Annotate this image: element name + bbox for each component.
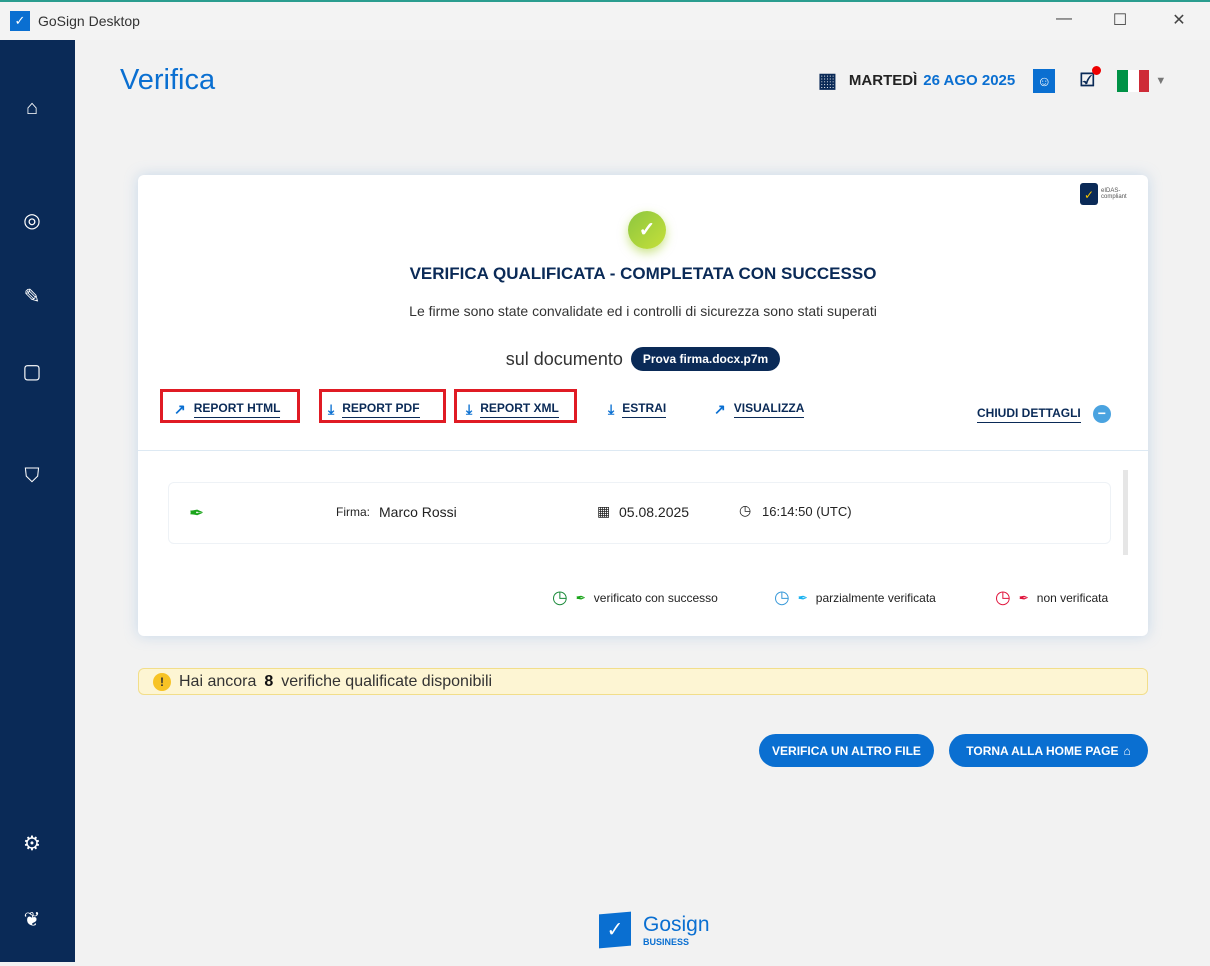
signature-status-icon: ✒ (189, 503, 205, 523)
result-subline: Le firme sono state convalidate ed i con… (409, 303, 877, 319)
collapse-icon: − (1092, 405, 1111, 423)
app-logo-icon: ✓ (10, 11, 30, 31)
tasks-icon[interactable]: ☑ (1079, 66, 1102, 91)
close-button[interactable]: ✕ (1172, 12, 1186, 29)
page-title: Verifica (120, 64, 216, 96)
verification-card: ✓ eIDAS-compliant ✓ VERIFICA QUALIFICATA… (138, 175, 1148, 636)
highlight-box (454, 389, 577, 423)
document-row: sul documento Prova firma.docx.p7m (138, 347, 1148, 371)
logo-check-icon: ✓ (599, 911, 631, 949)
title-bar: ✓ GoSign Desktop — ☐ ✕ (0, 0, 1210, 40)
chiudi-dettagli-link[interactable]: CHIUDI DETTAGLI − (977, 405, 1111, 423)
legend-failed: ◷ ✒ non verificata (995, 587, 1109, 607)
gosign-logo: ✓ Gosign BUSINESS (599, 911, 710, 949)
remaining-verifications-banner: ! Hai ancora 8 verifiche qualificate dis… (138, 668, 1148, 695)
document-name-badge: Prova firma.docx.p7m (630, 347, 781, 371)
leaf-icon[interactable]: ❦ (23, 909, 41, 931)
visualizza-link[interactable]: ↗ VISUALIZZA (714, 401, 805, 418)
pen-icon: ✒ (575, 590, 586, 605)
user-icon[interactable]: ◎ (23, 210, 41, 232)
signature-row[interactable]: ✒ Firma: Marco Rossi ▦ 05.08.2025 ◷ 16:1… (168, 482, 1111, 544)
italy-flag-icon[interactable] (1117, 69, 1150, 92)
signature-time: 16:14:50 (UTC) (762, 504, 852, 519)
shield-check-icon[interactable]: ⛉ (24, 465, 40, 487)
external-link-icon: ↗ (174, 401, 186, 417)
chat-icon[interactable]: ☺ (1033, 68, 1056, 93)
clock-icon: ◷ (739, 502, 752, 518)
calendar-icon: ▦ (818, 70, 837, 92)
download-icon: ⤓ (608, 401, 615, 417)
maximize-button[interactable]: ☐ (1112, 12, 1128, 29)
calendar-icon: ▦ (597, 503, 611, 519)
sidebar: ⌂ ◎ ✎ ▢ ⛉ ⚙ ❦ (0, 40, 75, 962)
home-page-button[interactable]: TORNA ALLA HOME PAGE ⌂ (949, 734, 1148, 767)
clock-icon: ◷ (552, 587, 568, 607)
legend-success: ◷ ✒ verificato con successo (552, 587, 718, 607)
success-check-icon: ✓ (628, 211, 666, 249)
minimize-button[interactable]: — (1056, 10, 1072, 27)
external-link-icon: ↗ (714, 401, 726, 417)
download-icon: ⤓ (328, 401, 335, 417)
pen-icon: ✒ (1018, 590, 1029, 605)
signer-name: Marco Rossi (379, 504, 457, 520)
date-label: 26 AGO 2025 (923, 72, 1016, 89)
estrai-link[interactable]: ⤓ ESTRAI (608, 401, 667, 418)
clock-icon: ◷ (995, 587, 1011, 607)
verify-other-file-button[interactable]: VERIFICA UN ALTRO FILE (759, 734, 934, 767)
report-html-link[interactable]: ↗ REPORT HTML (174, 401, 281, 418)
clock-icon: ◷ (774, 587, 790, 607)
warning-icon: ! (153, 672, 171, 691)
sign-icon[interactable]: ✎ (23, 286, 41, 308)
signature-date: 05.08.2025 (619, 504, 690, 520)
lock-icon: ✓ (1080, 183, 1098, 205)
eidas-badge: ✓ eIDAS-compliant (1080, 183, 1131, 205)
home-icon[interactable]: ⌂ (25, 97, 39, 119)
gear-icon[interactable]: ⚙ (23, 833, 41, 855)
highlight-box (160, 389, 300, 423)
header-tools: ▦ MARTEDÌ 26 AGO 2025 ☺ ☑ ▼ (818, 66, 1167, 93)
bag-icon[interactable]: ▢ (22, 361, 42, 383)
result-headline: VERIFICA QUALIFICATA - COMPLETATA CON SU… (409, 264, 877, 283)
notification-dot (1092, 66, 1102, 75)
report-pdf-link[interactable]: ⤓ REPORT PDF (328, 401, 420, 418)
window-title: GoSign Desktop (38, 13, 140, 29)
legend-partial: ◷ ✒ parzialmente verificata (774, 587, 936, 607)
chevron-down-icon[interactable]: ▼ (1155, 74, 1167, 87)
download-icon: ⤓ (466, 401, 473, 417)
highlight-box (319, 389, 446, 423)
signer-label: Firma: (336, 505, 370, 519)
scrollbar[interactable] (1123, 470, 1128, 555)
report-xml-link[interactable]: ⤓ REPORT XML (466, 401, 559, 418)
home-icon: ⌂ (1123, 743, 1131, 758)
divider (138, 450, 1148, 451)
pen-icon: ✒ (797, 590, 808, 605)
document-label: sul documento (505, 348, 623, 369)
day-label: MARTEDÌ (848, 72, 918, 89)
